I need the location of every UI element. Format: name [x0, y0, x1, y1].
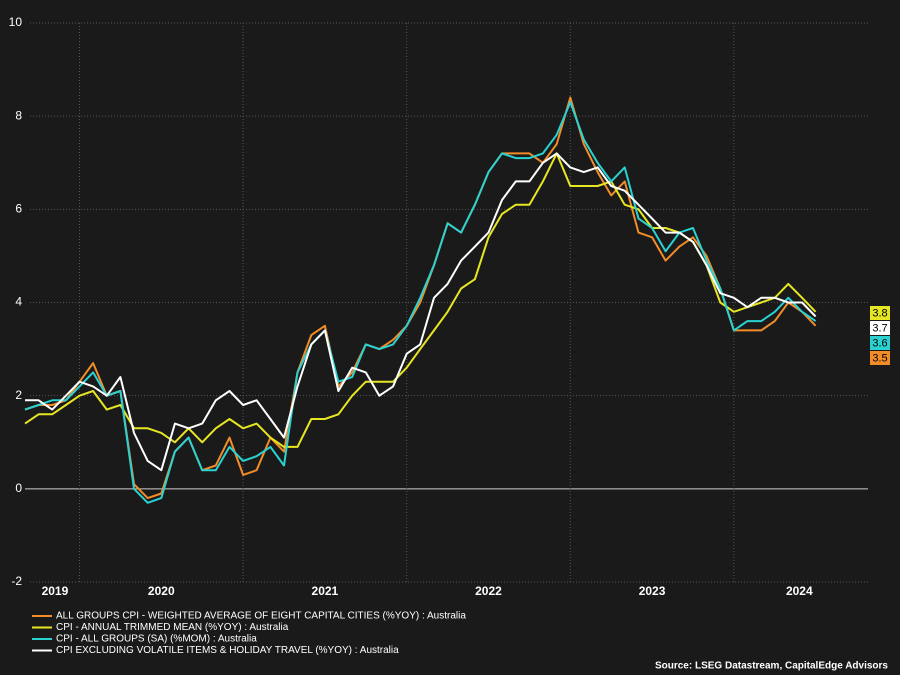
- y-tick-label: -2: [11, 574, 22, 588]
- y-tick-label: 8: [15, 108, 22, 122]
- x-tick-label: 2020: [148, 584, 175, 598]
- legend-label: ALL GROUPS CPI - WEIGHTED AVERAGE OF EIG…: [56, 611, 466, 622]
- end-value-box: [870, 351, 890, 365]
- y-tick-label: 6: [15, 202, 22, 216]
- source-note: Source: LSEG Datastream, CapitalEdge Adv…: [655, 661, 888, 672]
- y-tick-label: 4: [15, 295, 22, 309]
- y-tick-label: 2: [15, 388, 22, 402]
- end-value-label: 3.7: [872, 322, 887, 334]
- x-tick-label: 2022: [475, 584, 502, 598]
- x-tick-label: 2021: [312, 584, 339, 598]
- end-value-label: 3.8: [872, 307, 887, 319]
- x-tick-label: 2024: [786, 584, 813, 598]
- x-tick-label: 2019: [42, 584, 69, 598]
- end-value-label: 3.6: [872, 337, 887, 349]
- legend-label: CPI - ANNUAL TRIMMED MEAN (%YOY) : Austr…: [56, 622, 289, 633]
- end-value-box: [870, 306, 890, 320]
- legend-label: CPI - ALL GROUPS (SA) (%MOM) : Australia: [56, 634, 257, 645]
- end-value-box: [870, 321, 890, 335]
- y-tick-label: 10: [9, 15, 23, 29]
- x-tick-label: 2023: [639, 584, 666, 598]
- series-line: [24, 96, 817, 500]
- legend-label: CPI EXCLUDING VOLATILE ITEMS & HOLIDAY T…: [56, 645, 399, 656]
- series-line: [24, 101, 817, 504]
- series-line: [25, 152, 817, 472]
- end-value-box: [870, 336, 890, 350]
- end-value-label: 3.5: [872, 352, 887, 364]
- y-tick-label: 0: [15, 481, 22, 495]
